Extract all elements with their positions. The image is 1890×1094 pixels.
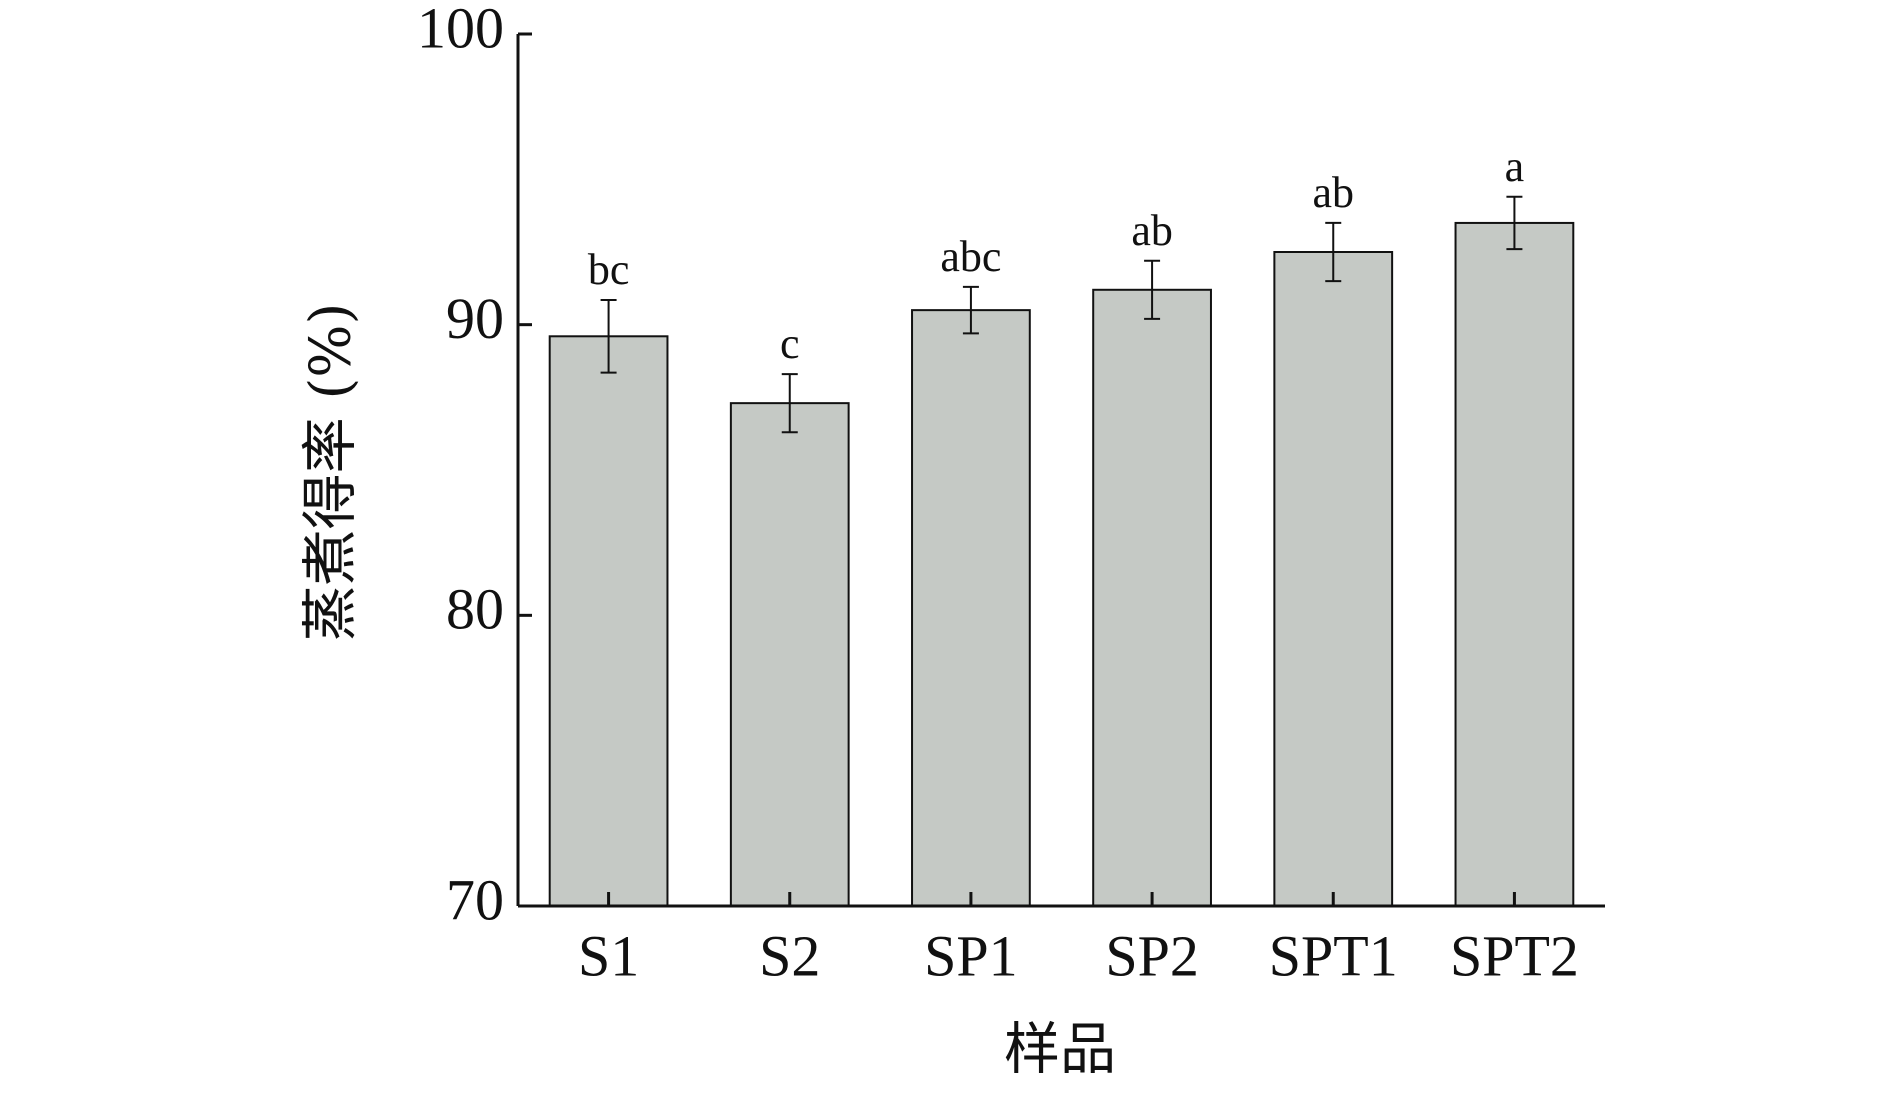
x-tick-label: S1: [578, 923, 639, 988]
significance-label: a: [1505, 142, 1525, 191]
bar: [1092, 288, 1212, 907]
significance-label: ab: [1312, 168, 1354, 217]
significance-label: bc: [588, 245, 630, 294]
x-tick-label: SPT1: [1269, 923, 1398, 988]
bar: [729, 402, 850, 907]
bar: [911, 309, 1031, 907]
significance-label: c: [780, 319, 800, 368]
y-axis-title: 蒸煮得率 (%): [299, 303, 364, 642]
bar: [1454, 221, 1575, 907]
x-tick-label: S2: [759, 923, 820, 988]
x-tick-label: SP2: [1105, 923, 1199, 988]
bar: [1273, 251, 1394, 907]
y-tick-label: 70: [446, 867, 504, 932]
significance-label: ab: [1131, 206, 1173, 255]
y-tick-label: 90: [446, 286, 504, 351]
x-tick-label: SP1: [924, 923, 1018, 988]
x-axis-title: 样品: [1004, 1018, 1116, 1083]
y-tick-label: 80: [446, 577, 504, 642]
bar: [548, 335, 669, 907]
significance-label: abc: [940, 232, 1001, 281]
x-tick-label: SPT2: [1450, 923, 1579, 988]
y-tick-label: 100: [417, 0, 504, 60]
